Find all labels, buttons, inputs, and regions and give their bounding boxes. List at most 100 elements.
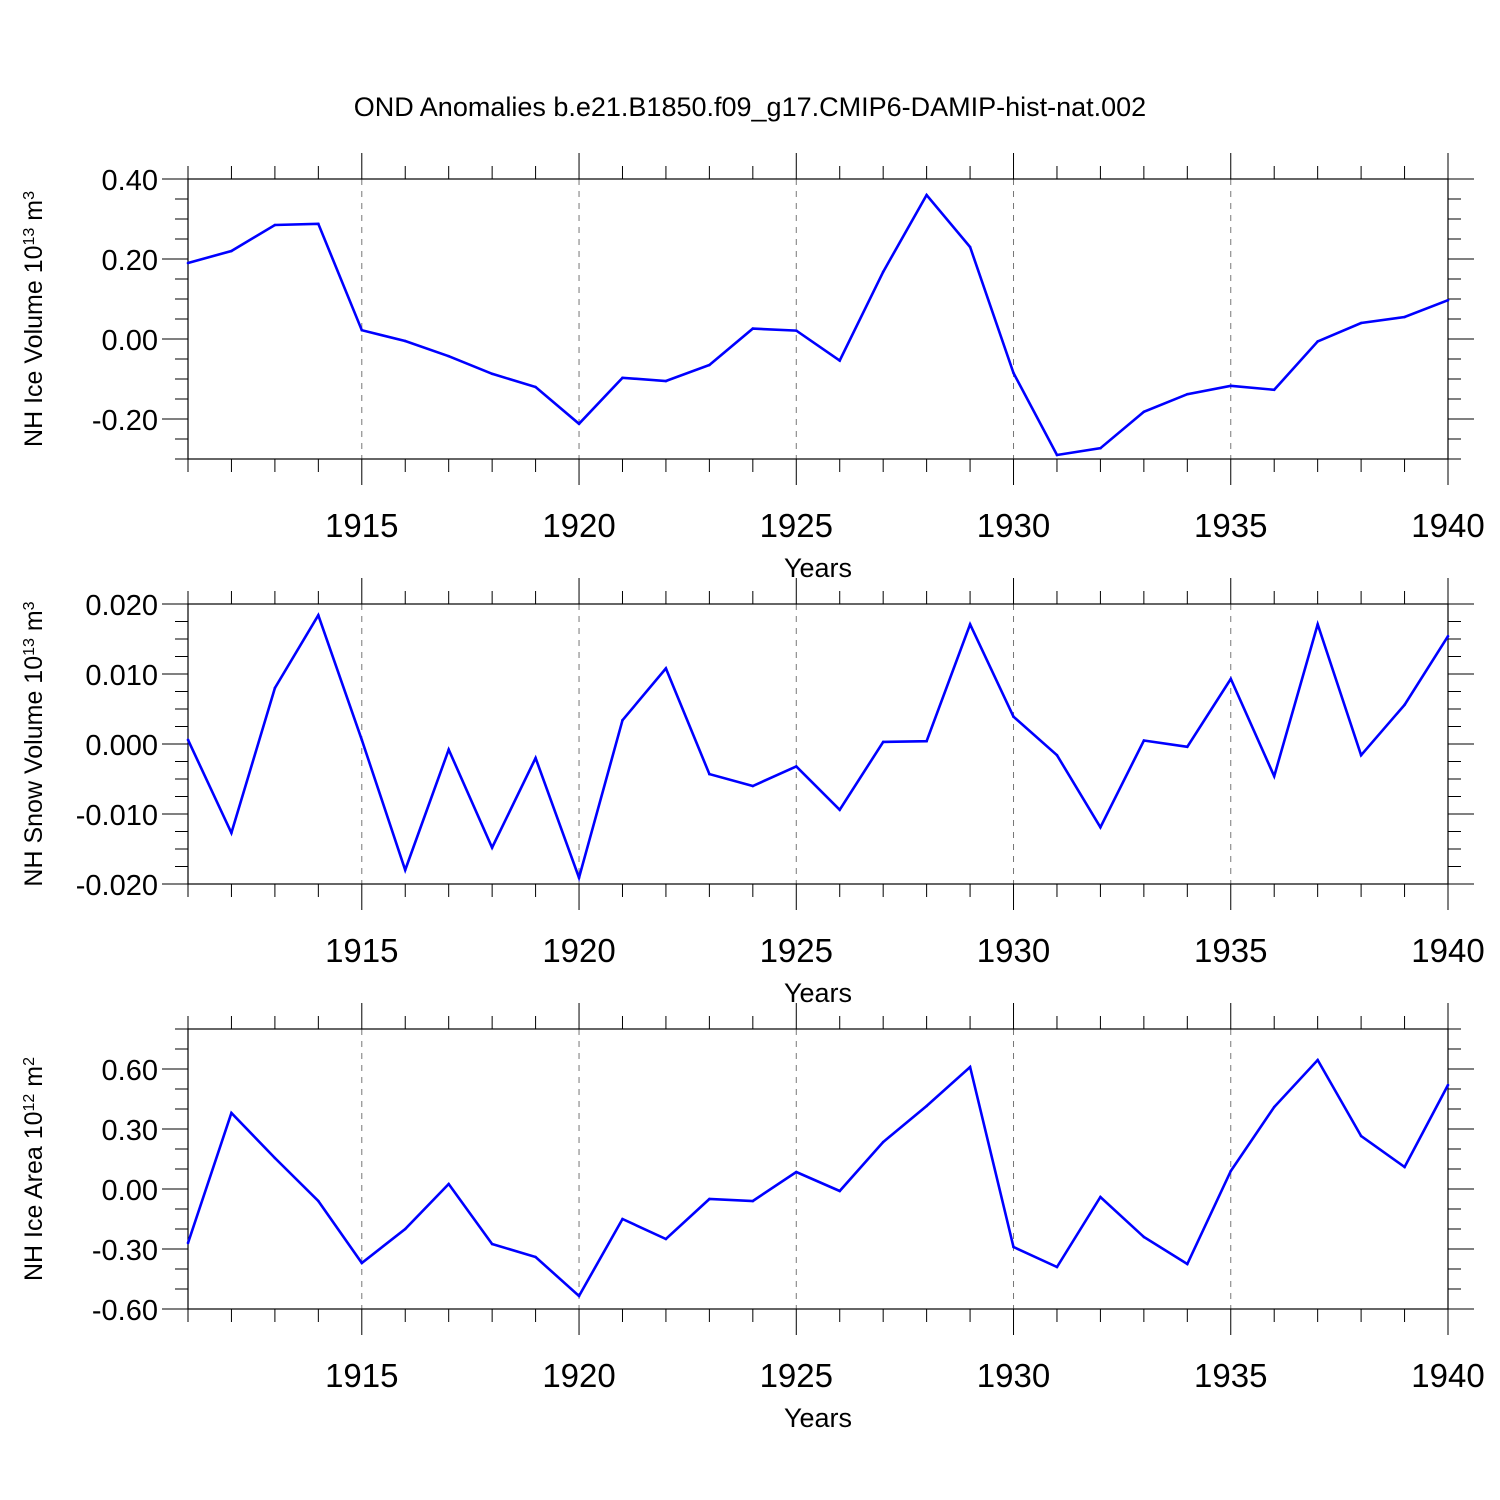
y-tick-label: -0.60 (92, 1295, 158, 1327)
data-point (664, 1237, 668, 1241)
y-axis-label-main: NH Snow Volume 10 (20, 656, 48, 887)
data-point (621, 718, 624, 722)
data-point (1055, 753, 1059, 757)
x-tick-label: 1920 (542, 932, 615, 969)
data-point (1229, 1169, 1233, 1173)
x-tick-label: 1920 (542, 1357, 615, 1394)
y-axis-label-unit: m (20, 1066, 48, 1094)
y-tick-label: 0.00 (102, 1175, 158, 1207)
data-point (1012, 371, 1015, 375)
data-point (1272, 388, 1276, 392)
data-point (1403, 1165, 1406, 1169)
plot-frame (187, 1028, 1449, 1310)
data-point (1186, 745, 1189, 749)
data-point (447, 354, 450, 358)
data-point (490, 846, 494, 849)
plot-frame (187, 178, 1449, 460)
data-point (708, 772, 711, 776)
y-axis-label-main: NH Ice Area 10 (20, 1111, 48, 1281)
y-tick-label: 0.010 (85, 660, 158, 692)
y-axis-label-unit-exponent: 3 (21, 191, 38, 200)
data-point (708, 363, 711, 367)
y-tick-label: 0.30 (102, 1115, 158, 1147)
data-point (925, 193, 928, 197)
data-point (794, 329, 798, 332)
y-tick-label: -0.30 (92, 1235, 158, 1267)
data-point (1099, 446, 1102, 450)
data-point (968, 1065, 972, 1069)
data-point (577, 876, 581, 879)
data-point (186, 261, 190, 265)
data-point (317, 613, 320, 617)
y-axis-label-unit-exponent: 3 (21, 601, 38, 610)
x-tick-label: 1930 (977, 507, 1050, 544)
data-point (273, 223, 277, 227)
data-point (1446, 634, 1450, 638)
data-point (360, 738, 364, 742)
data-point (403, 339, 407, 343)
data-point (230, 831, 233, 835)
data-point (1229, 384, 1233, 388)
x-tick-label: 1915 (325, 507, 398, 544)
data-point (1359, 1134, 1363, 1138)
y-tick-label: 0.020 (85, 590, 158, 622)
data-point (1446, 1083, 1450, 1087)
data-point (1012, 1245, 1015, 1249)
data-point (1099, 1195, 1102, 1199)
series-line-snow-volume (186, 612, 1450, 882)
y-axis-label-unit: m (20, 200, 48, 228)
x-tick-label: 1940 (1411, 932, 1484, 969)
data-point (490, 1242, 494, 1246)
x-tick-label: 1925 (760, 932, 833, 969)
data-point (273, 1156, 277, 1160)
y-tick-label: 0.60 (102, 1055, 158, 1087)
x-tick-label: 1940 (1411, 1357, 1484, 1394)
data-point (1403, 315, 1406, 319)
y-axis-label-exponent: 13 (21, 638, 38, 656)
data-point (534, 385, 537, 389)
y-axis-label-exponent: 13 (21, 228, 38, 246)
x-tick-label: 1930 (977, 932, 1050, 969)
x-tick-label: 1935 (1194, 932, 1267, 969)
y-tick-label: 0.00 (102, 325, 158, 357)
y-tick-label: 0.20 (102, 245, 158, 277)
series-line-ice-area (186, 1057, 1450, 1299)
data-point (403, 868, 407, 872)
y-axis-label-unit-exponent: 2 (21, 1057, 38, 1066)
y-axis-label: NH Ice Area 1012 m2 (20, 1057, 48, 1281)
chart-panel-ice-area: -0.60 -0.30 0.00 0.30 0.60 1915 1920 1925 1930 19… (20, 1003, 1485, 1433)
data-point (621, 376, 624, 380)
data-point (577, 422, 581, 426)
y-tick-label: -0.020 (76, 870, 158, 902)
data-point (621, 1217, 624, 1221)
x-tick-label: 1925 (760, 507, 833, 544)
data-point (1359, 753, 1363, 757)
y-axis-label-exponent: 12 (21, 1094, 38, 1112)
data-point (1142, 739, 1146, 742)
data-point (317, 1199, 320, 1203)
data-point (925, 739, 928, 743)
data-point (1316, 1058, 1319, 1062)
data-point (881, 740, 885, 744)
data-point (838, 1189, 842, 1193)
data-point (534, 756, 537, 760)
data-point (968, 245, 972, 249)
data-point (794, 1170, 798, 1174)
y-axis-label: NH Snow Volume 1013 m3 (20, 601, 48, 886)
y-tick-label: 0.40 (102, 165, 158, 197)
data-point (447, 1182, 450, 1186)
x-tick-label: 1935 (1194, 507, 1267, 544)
data-point (1229, 677, 1233, 681)
y-tick-label: 0.000 (85, 730, 158, 762)
data-point (1359, 321, 1363, 325)
x-tick-label: 1940 (1411, 507, 1484, 544)
y-tick-label: -0.010 (76, 800, 158, 832)
data-point (403, 1227, 407, 1231)
data-point (1099, 826, 1102, 829)
y-axis-label-unit: m (20, 610, 48, 638)
data-point (273, 686, 277, 690)
chart-panel-snow-volume: -0.020 -0.010 0.000 0.010 0.020 1915 1920 1925 1… (20, 578, 1485, 1008)
data-point (1055, 1265, 1059, 1269)
data-point (230, 249, 233, 253)
